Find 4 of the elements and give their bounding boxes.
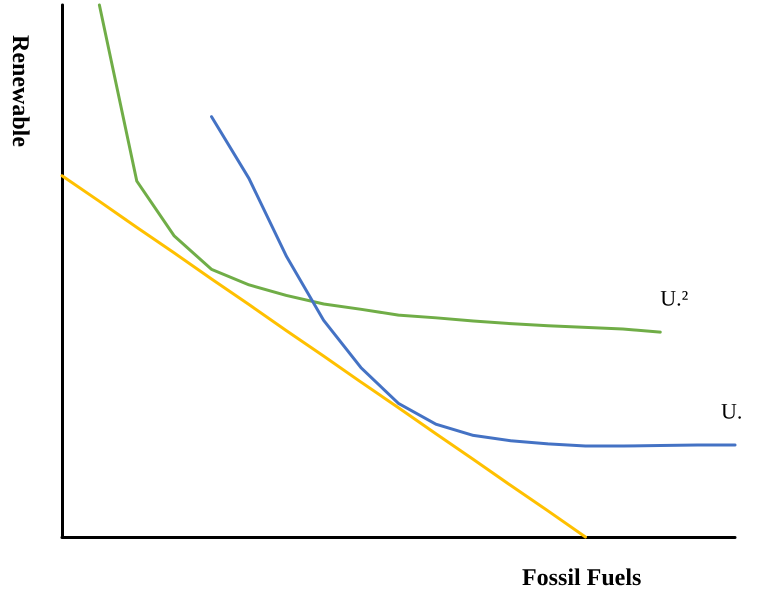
series-label: U.² (660, 286, 689, 311)
y-axis-title: Renewable (7, 35, 33, 148)
series-label: U. (721, 398, 742, 424)
x-axis-title: Fossil Fuels (522, 565, 642, 591)
